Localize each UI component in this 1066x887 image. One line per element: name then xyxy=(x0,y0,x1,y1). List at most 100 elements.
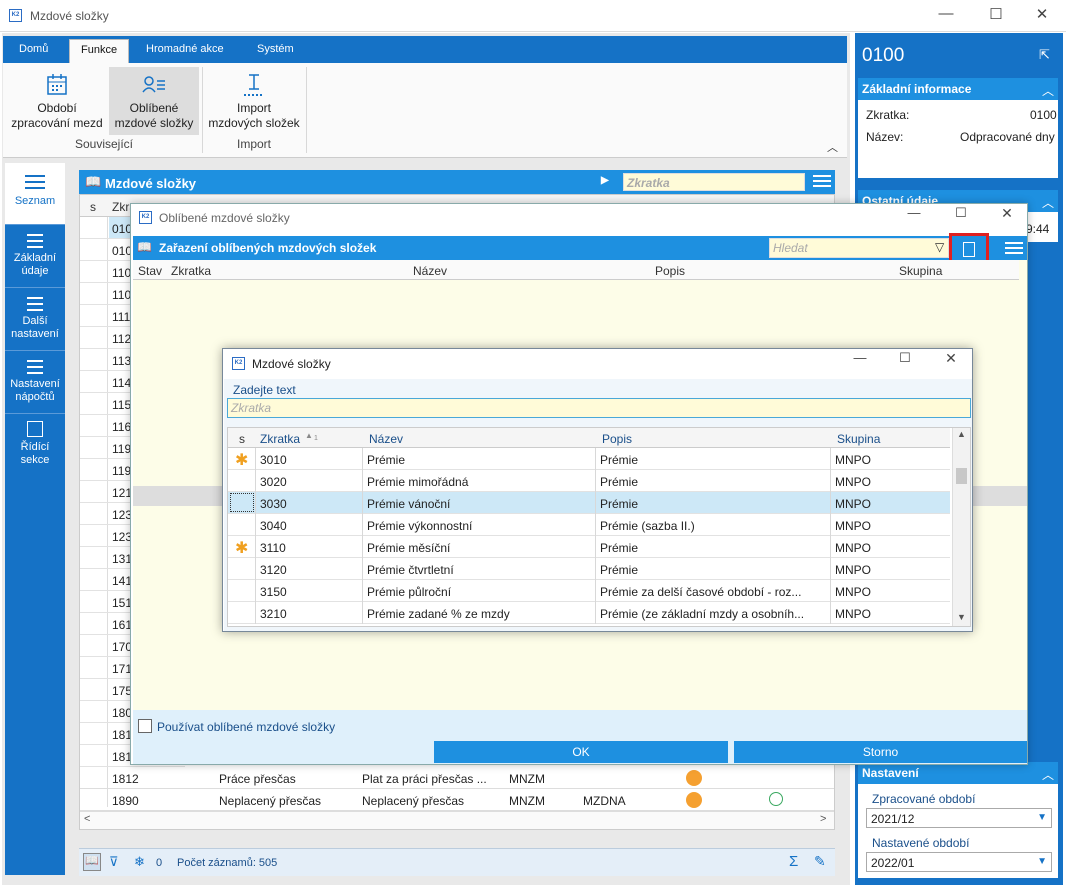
close-icon[interactable]: ✕ xyxy=(945,350,957,366)
vertical-scrollbar[interactable]: ▲ ▼ xyxy=(952,428,970,626)
scroll-left-icon[interactable]: < xyxy=(84,813,91,825)
row-type: MZDNA xyxy=(583,794,626,808)
cell-code: 3110 xyxy=(260,541,286,555)
oblibene-mzdove-slozky-button[interactable]: Oblíbené mzdové složky xyxy=(109,67,199,135)
list-item[interactable]: 3040 Prémie výkonnostní Prémie (sazba II.)… xyxy=(228,514,950,536)
sum-icon[interactable]: Σ xyxy=(789,853,799,870)
cell-group: MNPO xyxy=(835,563,871,577)
nav-zakladni-udaje[interactable]: Základní údaje xyxy=(5,226,65,288)
cell-name: Prémie měsíční xyxy=(367,541,451,555)
grid-state-column xyxy=(80,217,108,807)
ok-button[interactable]: OK xyxy=(434,741,728,763)
set-period-select[interactable]: 2022/01 ▼ xyxy=(866,852,1052,872)
list-item[interactable]: 3020 Prémie mimořádná Prémie MNPO xyxy=(228,470,950,492)
row-code: 131 xyxy=(112,552,133,566)
table-row[interactable]: 181 xyxy=(80,745,185,767)
column-separator xyxy=(830,602,831,624)
scroll-right-icon[interactable]: > xyxy=(820,813,827,825)
nav-dalsi-nastaveni[interactable]: Další nastavení xyxy=(5,289,65,351)
col-skupina[interactable]: Skupina xyxy=(837,432,881,446)
nav-nastaveni-napoctu[interactable]: Nastavení nápočtů xyxy=(5,352,65,414)
grid-search-input[interactable]: Zkratka xyxy=(623,173,805,191)
book-icon: 📖 xyxy=(85,174,102,189)
picker-input[interactable]: Zkratka xyxy=(227,398,971,418)
maximize-icon[interactable]: ☐ xyxy=(989,6,1003,23)
row-code: 111 xyxy=(112,310,131,324)
column-separator xyxy=(255,580,256,602)
col-zkratka[interactable]: Zkratka xyxy=(260,432,301,446)
list-item[interactable]: 3210 Prémie zadané % ze mzdy Prémie (ze zá… xyxy=(228,602,950,624)
cell-group: MNPO xyxy=(835,497,871,511)
storno-button[interactable]: Storno xyxy=(734,741,1027,763)
tab-hromadne-akce[interactable]: Hromadné akce xyxy=(146,43,224,55)
open-external-icon[interactable]: ⇱ xyxy=(1039,47,1050,62)
edit-icon[interactable]: ✎ xyxy=(814,853,826,869)
grid-menu-icon[interactable] xyxy=(813,175,831,191)
cell-code: 3030 xyxy=(260,497,287,511)
filter-icon[interactable]: ⊽ xyxy=(109,854,119,869)
use-favorites-checkbox[interactable] xyxy=(138,719,152,733)
archive-icon xyxy=(27,421,43,437)
obdobi-zpracovani-button[interactable]: Období zpracování mezd xyxy=(9,67,105,135)
play-icon[interactable]: ▶ xyxy=(601,175,609,186)
col-popis[interactable]: Popis xyxy=(602,432,633,446)
tab-funkce[interactable]: Funkce xyxy=(69,39,130,63)
column-separator xyxy=(830,558,831,580)
book-icon: 📖 xyxy=(137,240,152,254)
scroll-thumb[interactable] xyxy=(956,468,967,484)
cell-code: 3120 xyxy=(260,563,287,577)
collapse-icon[interactable]: ︿ xyxy=(1041,196,1054,210)
list-item[interactable]: 3120 Prémie čtvrtletní Prémie MNPO xyxy=(228,558,950,580)
maximize-icon[interactable]: ☐ xyxy=(955,205,967,220)
scroll-down-icon[interactable]: ▼ xyxy=(957,612,966,622)
dropdown-icon[interactable]: ▼ xyxy=(1037,812,1047,823)
filter-count: 0 xyxy=(156,857,163,869)
picker-dialog: K2 Mzdové složky — ☐ ✕ Zadejte text Zkra… xyxy=(222,348,973,632)
minimize-icon[interactable]: — xyxy=(938,5,954,22)
scroll-up-icon[interactable]: ▲ xyxy=(957,429,966,439)
favorites-menu-icon[interactable] xyxy=(1005,242,1023,258)
left-navigation: Seznam Základní údaje Další nastavení Na… xyxy=(5,163,65,875)
table-row[interactable]: 1812 Práce přesčas Plat za práci přesčas… xyxy=(80,767,834,789)
section-zakladni-informace[interactable]: Základní informace ︿ xyxy=(858,78,1058,100)
minimize-icon[interactable]: — xyxy=(853,350,867,365)
book-view-icon[interactable]: 📖 xyxy=(83,853,101,871)
oblibene-line1: Oblíbené xyxy=(129,101,179,115)
favorite-star-icon: ✱ xyxy=(235,540,249,557)
list-item[interactable]: ✱ 3010 Prémie Prémie MNPO xyxy=(228,448,950,470)
maximize-icon[interactable]: ☐ xyxy=(899,350,911,365)
favorites-search-input[interactable]: Hledat xyxy=(769,238,949,258)
close-icon[interactable]: ✕ xyxy=(1001,205,1013,221)
list-item[interactable]: 3150 Prémie půlroční Prémie za delší časov… xyxy=(228,580,950,602)
column-separator xyxy=(255,492,256,514)
minimize-icon[interactable]: — xyxy=(907,205,921,220)
horizontal-scrollbar[interactable]: < > xyxy=(80,811,834,829)
column-separator xyxy=(595,514,596,536)
nav-seznam[interactable]: Seznam xyxy=(5,163,65,225)
ribbon-separator xyxy=(306,67,307,153)
collapse-ribbon-icon[interactable]: ︿ xyxy=(827,142,838,154)
column-separator xyxy=(830,470,831,492)
table-row[interactable]: 1890 Neplacený přesčas Neplacený přesčas… xyxy=(80,789,834,811)
processed-period-select[interactable]: 2021/12 ▼ xyxy=(866,808,1052,828)
picker-column-header: s Zkratka ▲ 1 Název Popis Skupina xyxy=(228,428,950,448)
tab-domu[interactable]: Domů xyxy=(19,43,49,55)
tab-system[interactable]: Systém xyxy=(257,43,294,55)
list-item[interactable]: 3030 Prémie vánoční Prémie MNPO xyxy=(228,492,950,514)
nav-ridici-sekce[interactable]: Řídící sekce xyxy=(5,415,65,477)
filter-icon[interactable]: ▽ xyxy=(935,240,945,254)
snowflake-icon[interactable]: ❄ xyxy=(134,854,145,869)
row-code: 161 xyxy=(112,618,133,632)
grid-header: 📖 Mzdové složky ▶ Zkratka xyxy=(79,170,835,194)
row-name: Neplacený přesčas xyxy=(219,794,322,808)
list-item[interactable]: ✱ 3110 Prémie měsíční Prémie MNPO xyxy=(228,536,950,558)
cell-desc: Prémie xyxy=(600,563,639,577)
collapse-icon[interactable]: ︿ xyxy=(1041,84,1054,98)
dropdown-icon[interactable]: ▼ xyxy=(1037,856,1047,867)
collapse-icon[interactable]: ︿ xyxy=(1041,768,1054,782)
section-nastaveni[interactable]: Nastavení ︿ xyxy=(858,762,1058,784)
column-separator xyxy=(595,558,596,580)
import-mzdovych-slozek-button[interactable]: Import mzdových složek xyxy=(205,67,303,135)
col-nazev[interactable]: Název xyxy=(369,432,404,446)
close-icon[interactable]: ✕ xyxy=(1035,6,1049,23)
